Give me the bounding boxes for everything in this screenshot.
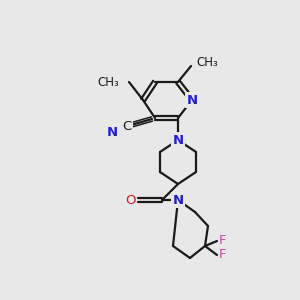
Text: N: N <box>106 125 118 139</box>
Text: N: N <box>172 194 184 206</box>
Text: CH₃: CH₃ <box>196 56 218 68</box>
Text: N: N <box>186 94 198 106</box>
Text: O: O <box>126 194 136 206</box>
Text: CH₃: CH₃ <box>97 76 119 88</box>
Text: F: F <box>219 235 227 248</box>
Text: N: N <box>172 134 184 146</box>
Text: C: C <box>122 119 132 133</box>
Text: F: F <box>219 248 227 262</box>
